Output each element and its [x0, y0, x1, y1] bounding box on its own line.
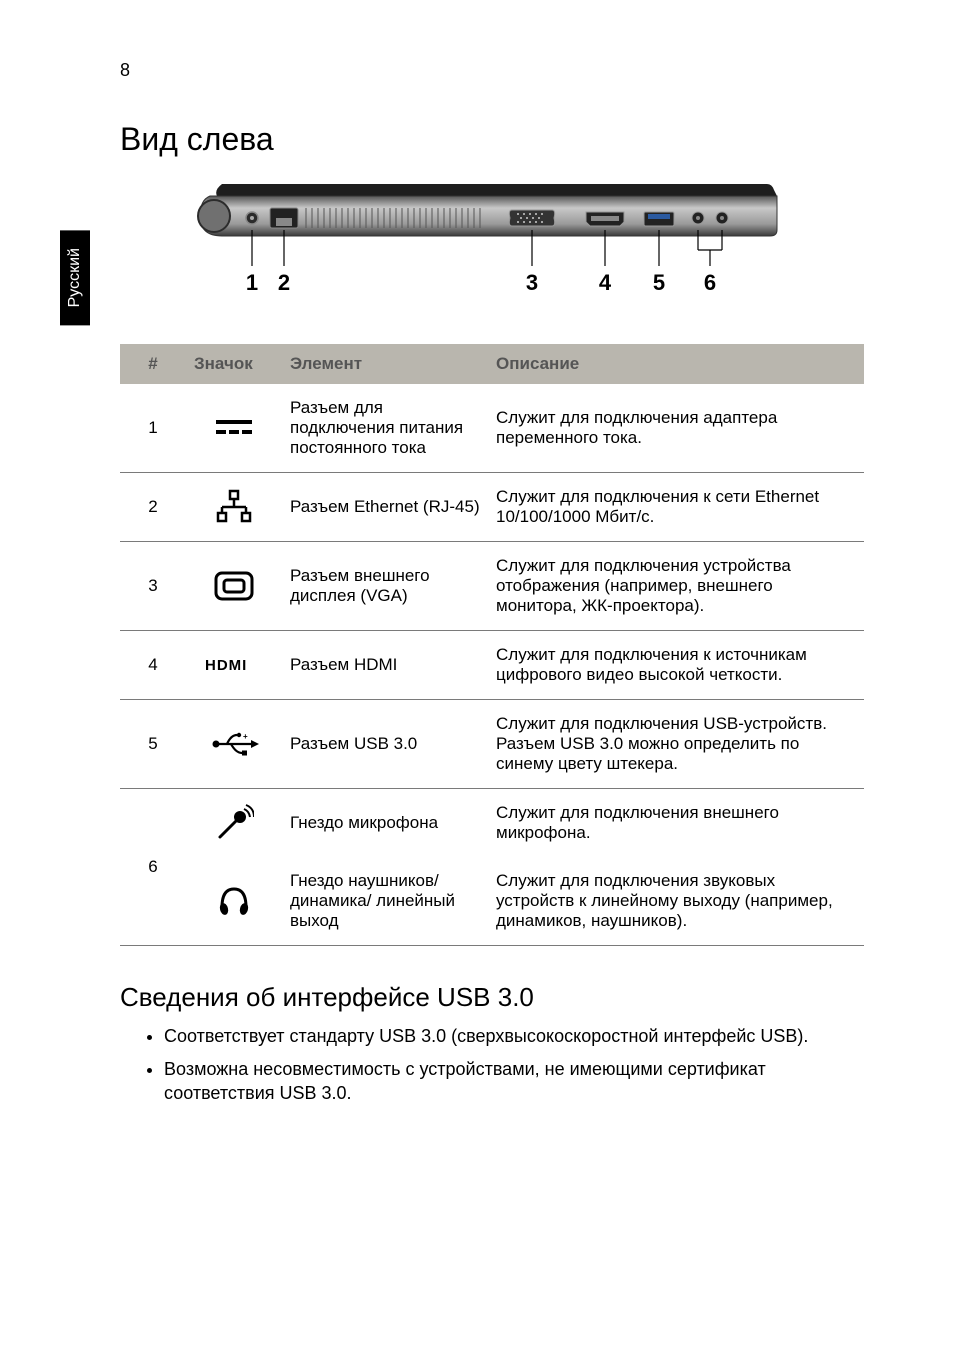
cell-element: Разъем USB 3.0 [282, 700, 488, 789]
cell-num: 5 [120, 700, 186, 789]
table-row: 2 Разъем Ethernet (RJ-45) Служит для под… [120, 473, 864, 542]
ports-table: # Значок Элемент Описание 1 Разъем дл [120, 344, 864, 946]
svg-text:+: + [243, 732, 248, 741]
cell-num: 4 [120, 631, 186, 700]
vga-icon [186, 542, 282, 631]
callout-3: 3 [526, 270, 538, 295]
callout-1: 1 [246, 270, 258, 295]
list-item: Возможна несовместимость с устройствами,… [164, 1058, 864, 1105]
notes-list: Соответствует стандарту USB 3.0 (сверхвы… [120, 1025, 864, 1105]
cell-element: Разъем для подключения питания постоянно… [282, 384, 488, 473]
cell-desc: Служит для подключения к источникам цифр… [488, 631, 864, 700]
cell-num: 2 [120, 473, 186, 542]
callout-2: 2 [278, 270, 290, 295]
th-element: Элемент [282, 344, 488, 384]
cell-desc: Служит для подключения устройства отобра… [488, 542, 864, 631]
hdmi-icon: HDMI [186, 631, 282, 700]
cell-element: Разъем внешнего дисплея (VGA) [282, 542, 488, 631]
cell-desc: Служит для подключения USB-устройств. Ра… [488, 700, 864, 789]
language-tab: Русский [60, 230, 90, 325]
th-desc: Описание [488, 344, 864, 384]
cell-element: Гнездо микрофона [282, 789, 488, 858]
th-num: # [120, 344, 186, 384]
cell-element: Разъем HDMI [282, 631, 488, 700]
side-view-diagram: 1 2 3 4 5 6 [120, 178, 864, 308]
cell-desc: Служит для подключения звуковых устройст… [488, 857, 864, 946]
cell-num: 3 [120, 542, 186, 631]
table-row: 5 + Разъем USB 3.0 Служит для подключени… [120, 700, 864, 789]
table-row: 1 Разъем для подключения питания постоян… [120, 384, 864, 473]
table-row: Гнездо наушников/ динамика/ линейный вых… [120, 857, 864, 946]
cell-desc: Служит для подключения внешнего микрофон… [488, 789, 864, 858]
cell-num: 6 [120, 789, 186, 946]
th-icon: Значок [186, 344, 282, 384]
callout-4: 4 [599, 270, 612, 295]
table-row: 4 HDMI Разъем HDMI Служит для подключени… [120, 631, 864, 700]
svg-text:HDMI: HDMI [205, 657, 247, 674]
cell-desc: Служит для подключения к сети Ethernet 1… [488, 473, 864, 542]
microphone-icon [186, 789, 282, 858]
list-item: Соответствует стандарту USB 3.0 (сверхвы… [164, 1025, 864, 1048]
usb-icon: + [186, 700, 282, 789]
subsection-title: Сведения об интерфейсе USB 3.0 [120, 982, 864, 1013]
page-number: 8 [120, 60, 864, 81]
cell-element: Разъем Ethernet (RJ-45) [282, 473, 488, 542]
cell-desc: Служит для подключения адаптера переменн… [488, 384, 864, 473]
headphone-icon [186, 857, 282, 946]
table-row: 3 Разъем внешнего дисплея (VGA) Служит д… [120, 542, 864, 631]
section-title: Вид слева [120, 121, 864, 158]
callout-6: 6 [704, 270, 716, 295]
cell-num: 1 [120, 384, 186, 473]
table-row: 6 Гнездо микрофона Служит для подключени… [120, 789, 864, 858]
dc-in-icon [186, 384, 282, 473]
ethernet-icon [186, 473, 282, 542]
cell-element: Гнездо наушников/ динамика/ линейный вых… [282, 857, 488, 946]
callout-5: 5 [653, 270, 665, 295]
